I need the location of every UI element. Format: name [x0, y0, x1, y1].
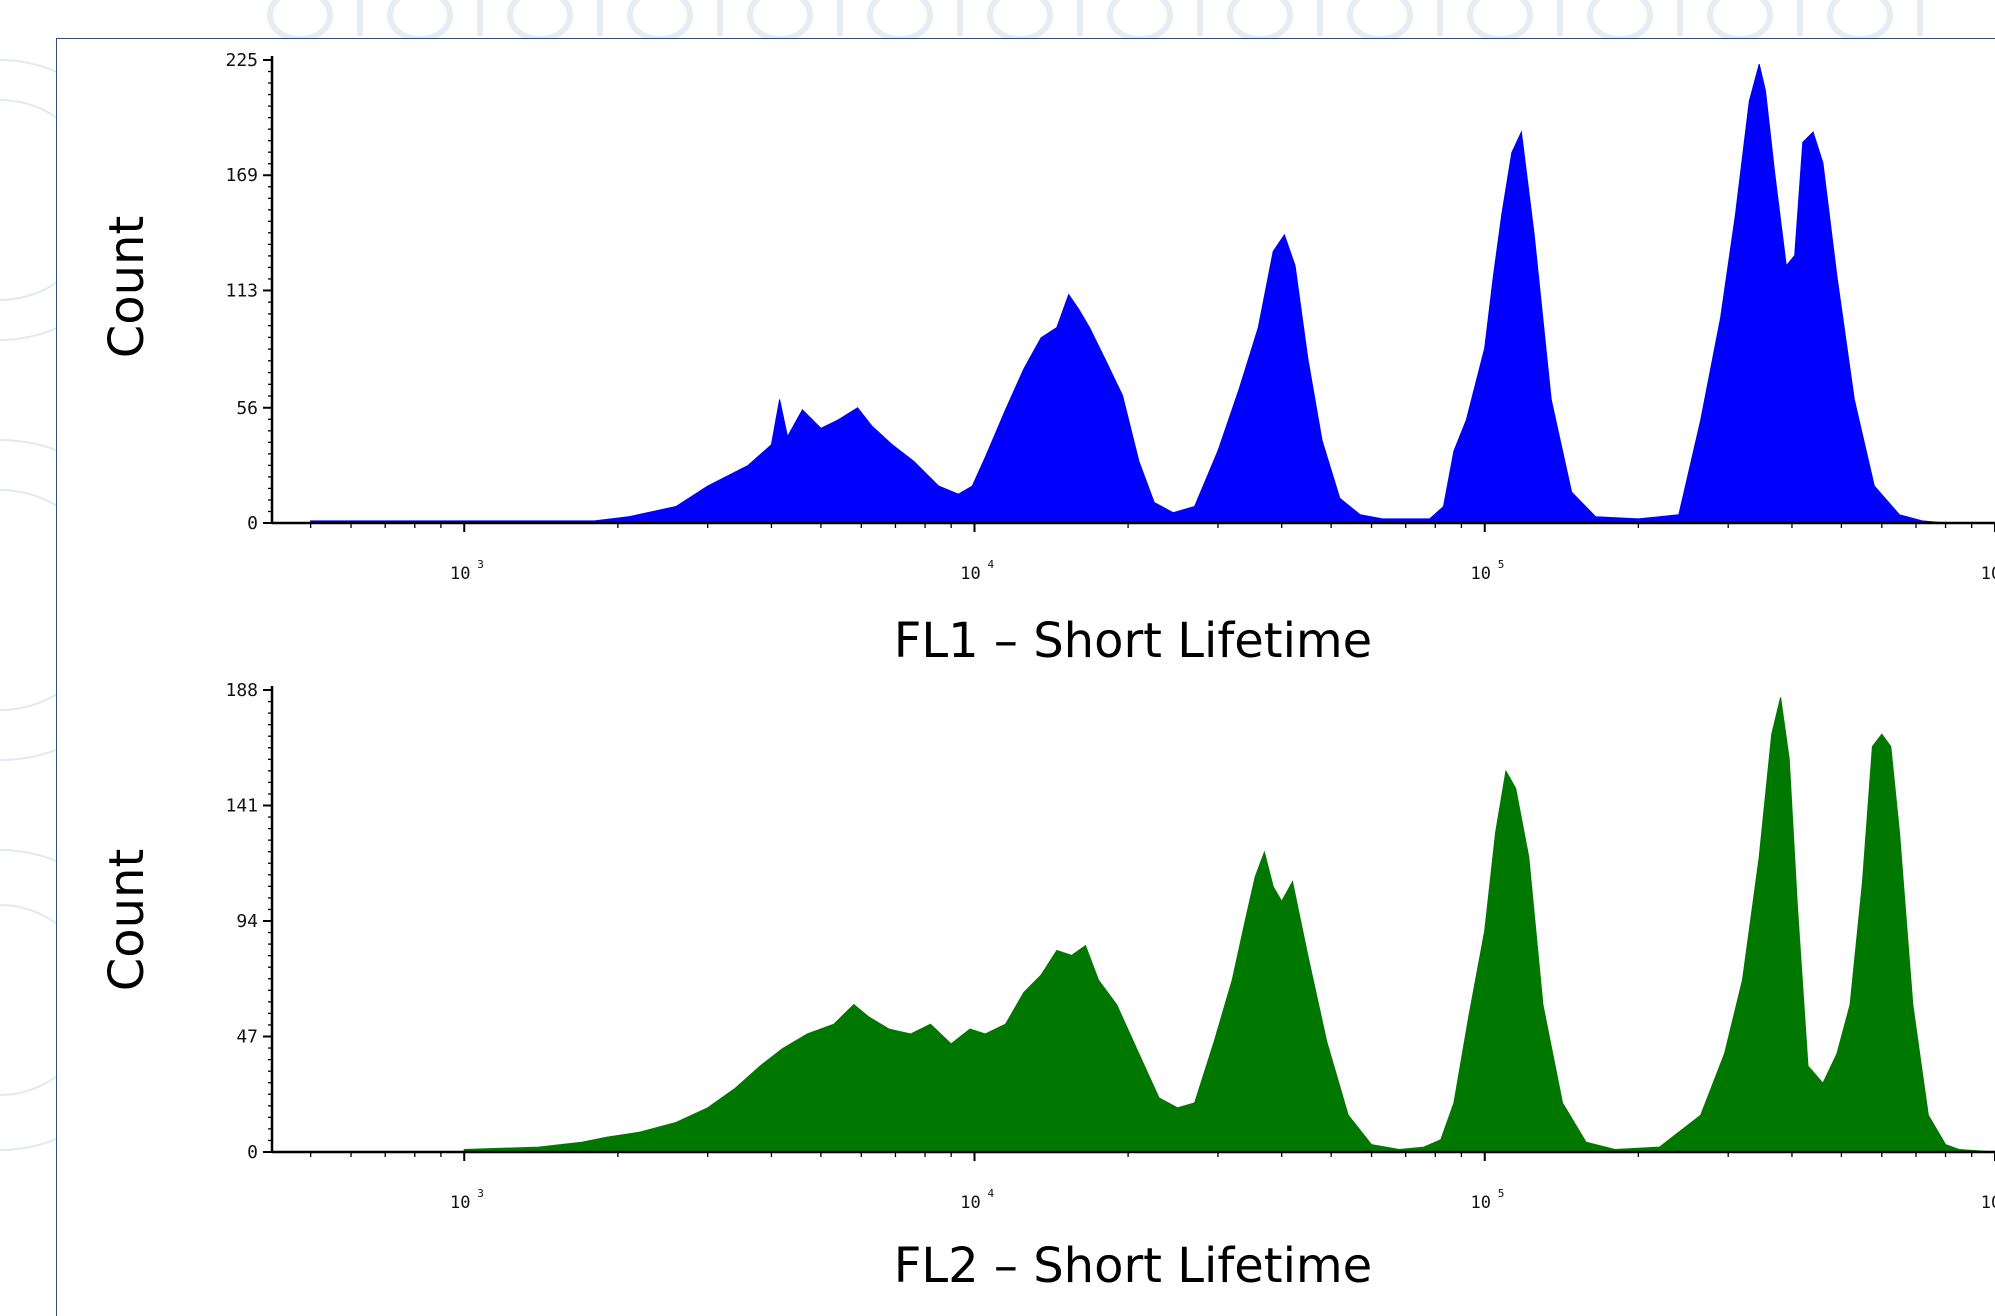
fl2-x-tick-label: 10: [960, 1193, 980, 1213]
fl1-x-tick-exponent: 3: [477, 558, 484, 571]
fl1-x-tick-label: 10: [1981, 564, 1995, 584]
fl1-y-tick-label: 225: [225, 50, 258, 71]
fl1-y-tick-label: 169: [225, 165, 258, 186]
fl1-plot-area: 056113169225103104105106: [225, 50, 1995, 584]
fl2-y-tick-label: 141: [225, 796, 258, 817]
fl1-x-tick-exponent: 5: [1498, 558, 1505, 571]
fl1-x-tick-label: 10: [1471, 564, 1491, 584]
fl1-x-tick-exponent: 4: [987, 558, 994, 571]
fl2-y-tick-label: 188: [225, 680, 258, 701]
fl2-plot-area: 04794141188103104105106: [225, 680, 1995, 1213]
fl2-y-tick-label: 0: [247, 1142, 258, 1163]
fl2-y-axis-title: Count: [99, 849, 155, 992]
fl1-x-tick-label: 10: [450, 564, 470, 584]
fl1-y-tick-label: 113: [225, 280, 258, 301]
fl2-x-tick-label: 10: [1471, 1193, 1491, 1213]
fl1-x-axis-title: FL1 – Short Lifetime: [894, 613, 1372, 669]
fl1-histogram: 056113169225103104105106 Count FL1 – Sho…: [99, 50, 1995, 669]
fl2-histogram: 04794141188103104105106 Count FL2 – Shor…: [99, 680, 1995, 1294]
fl1-y-axis-title: Count: [99, 216, 155, 359]
fl1-y-tick-label: 56: [236, 398, 258, 419]
fl2-histogram-area: [463, 697, 1995, 1153]
fl1-y-tick-label: 0: [247, 513, 258, 534]
fl2-y-tick-label: 47: [236, 1027, 258, 1048]
fl2-x-tick-exponent: 3: [477, 1187, 484, 1200]
fl2-x-tick-label: 10: [450, 1193, 470, 1213]
fl1-histogram-area: [310, 63, 1995, 524]
fl2-y-tick-label: 94: [236, 911, 258, 932]
fl2-x-tick-exponent: 4: [987, 1187, 994, 1200]
fl2-x-tick-label: 10: [1981, 1193, 1995, 1213]
fl1-x-tick-label: 10: [960, 564, 980, 584]
fl2-x-axis-title: FL2 – Short Lifetime: [894, 1238, 1372, 1294]
fl2-x-tick-exponent: 5: [1498, 1187, 1505, 1200]
